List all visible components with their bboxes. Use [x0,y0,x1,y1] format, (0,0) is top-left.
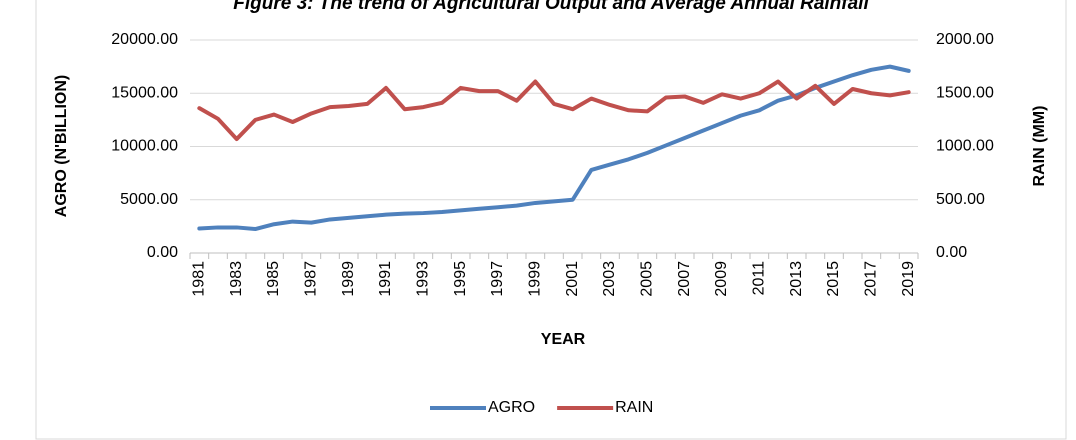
x-tick-label: 2013 [788,261,805,297]
x-tick-label: 1991 [377,261,394,297]
y2-tick-label: 1500.00 [936,84,994,101]
y-tick-label: 10000.00 [111,138,178,155]
x-tick-label: 1987 [303,261,320,297]
x-tick-label: 2015 [825,261,842,297]
y2-tick-label: 0.00 [936,244,967,261]
y-tick-label: 0.00 [147,244,178,261]
y2-axis-title: RAIN (MM) [1031,106,1048,187]
x-tick-label: 1981 [191,261,208,297]
x-tick-label: 2001 [564,261,581,297]
x-tick-label: 2019 [900,261,917,297]
x-tick-label: 1995 [452,261,469,297]
x-tick-label: 1989 [340,261,357,297]
x-tick-label: 2009 [713,261,730,297]
x-tick-label: 2017 [863,261,880,297]
chart-frame [35,0,1067,440]
x-tick-label: 1997 [489,261,506,297]
chart-title: Figure 3: The trend of Agricultural Outp… [233,0,869,14]
x-tick-label: 1985 [265,261,282,297]
y2-tick-label: 2000.00 [936,31,994,48]
y-tick-label: 20000.00 [111,31,178,48]
x-tick-label: 2007 [676,261,693,297]
legend-label: RAIN [615,399,653,416]
x-tick-label: 1993 [415,261,432,297]
series-line [197,79,911,142]
y2-tick-label: 1000.00 [936,138,994,155]
legend-label: AGRO [488,399,535,416]
x-tick-label: 1999 [527,261,544,297]
y-axis-title: AGRO (N'BILLION) [53,75,70,217]
y2-tick-label: 500.00 [936,191,985,208]
y-tick-label: 15000.00 [111,84,178,101]
x-tick-label: 2005 [639,261,656,297]
series-line [197,64,911,232]
x-tick-label: 2003 [601,261,618,297]
x-tick-label: 2011 [751,261,768,296]
x-tick-label: 1983 [228,261,245,297]
y-tick-label: 5000.00 [120,191,178,208]
x-axis-title: YEAR [541,331,586,348]
